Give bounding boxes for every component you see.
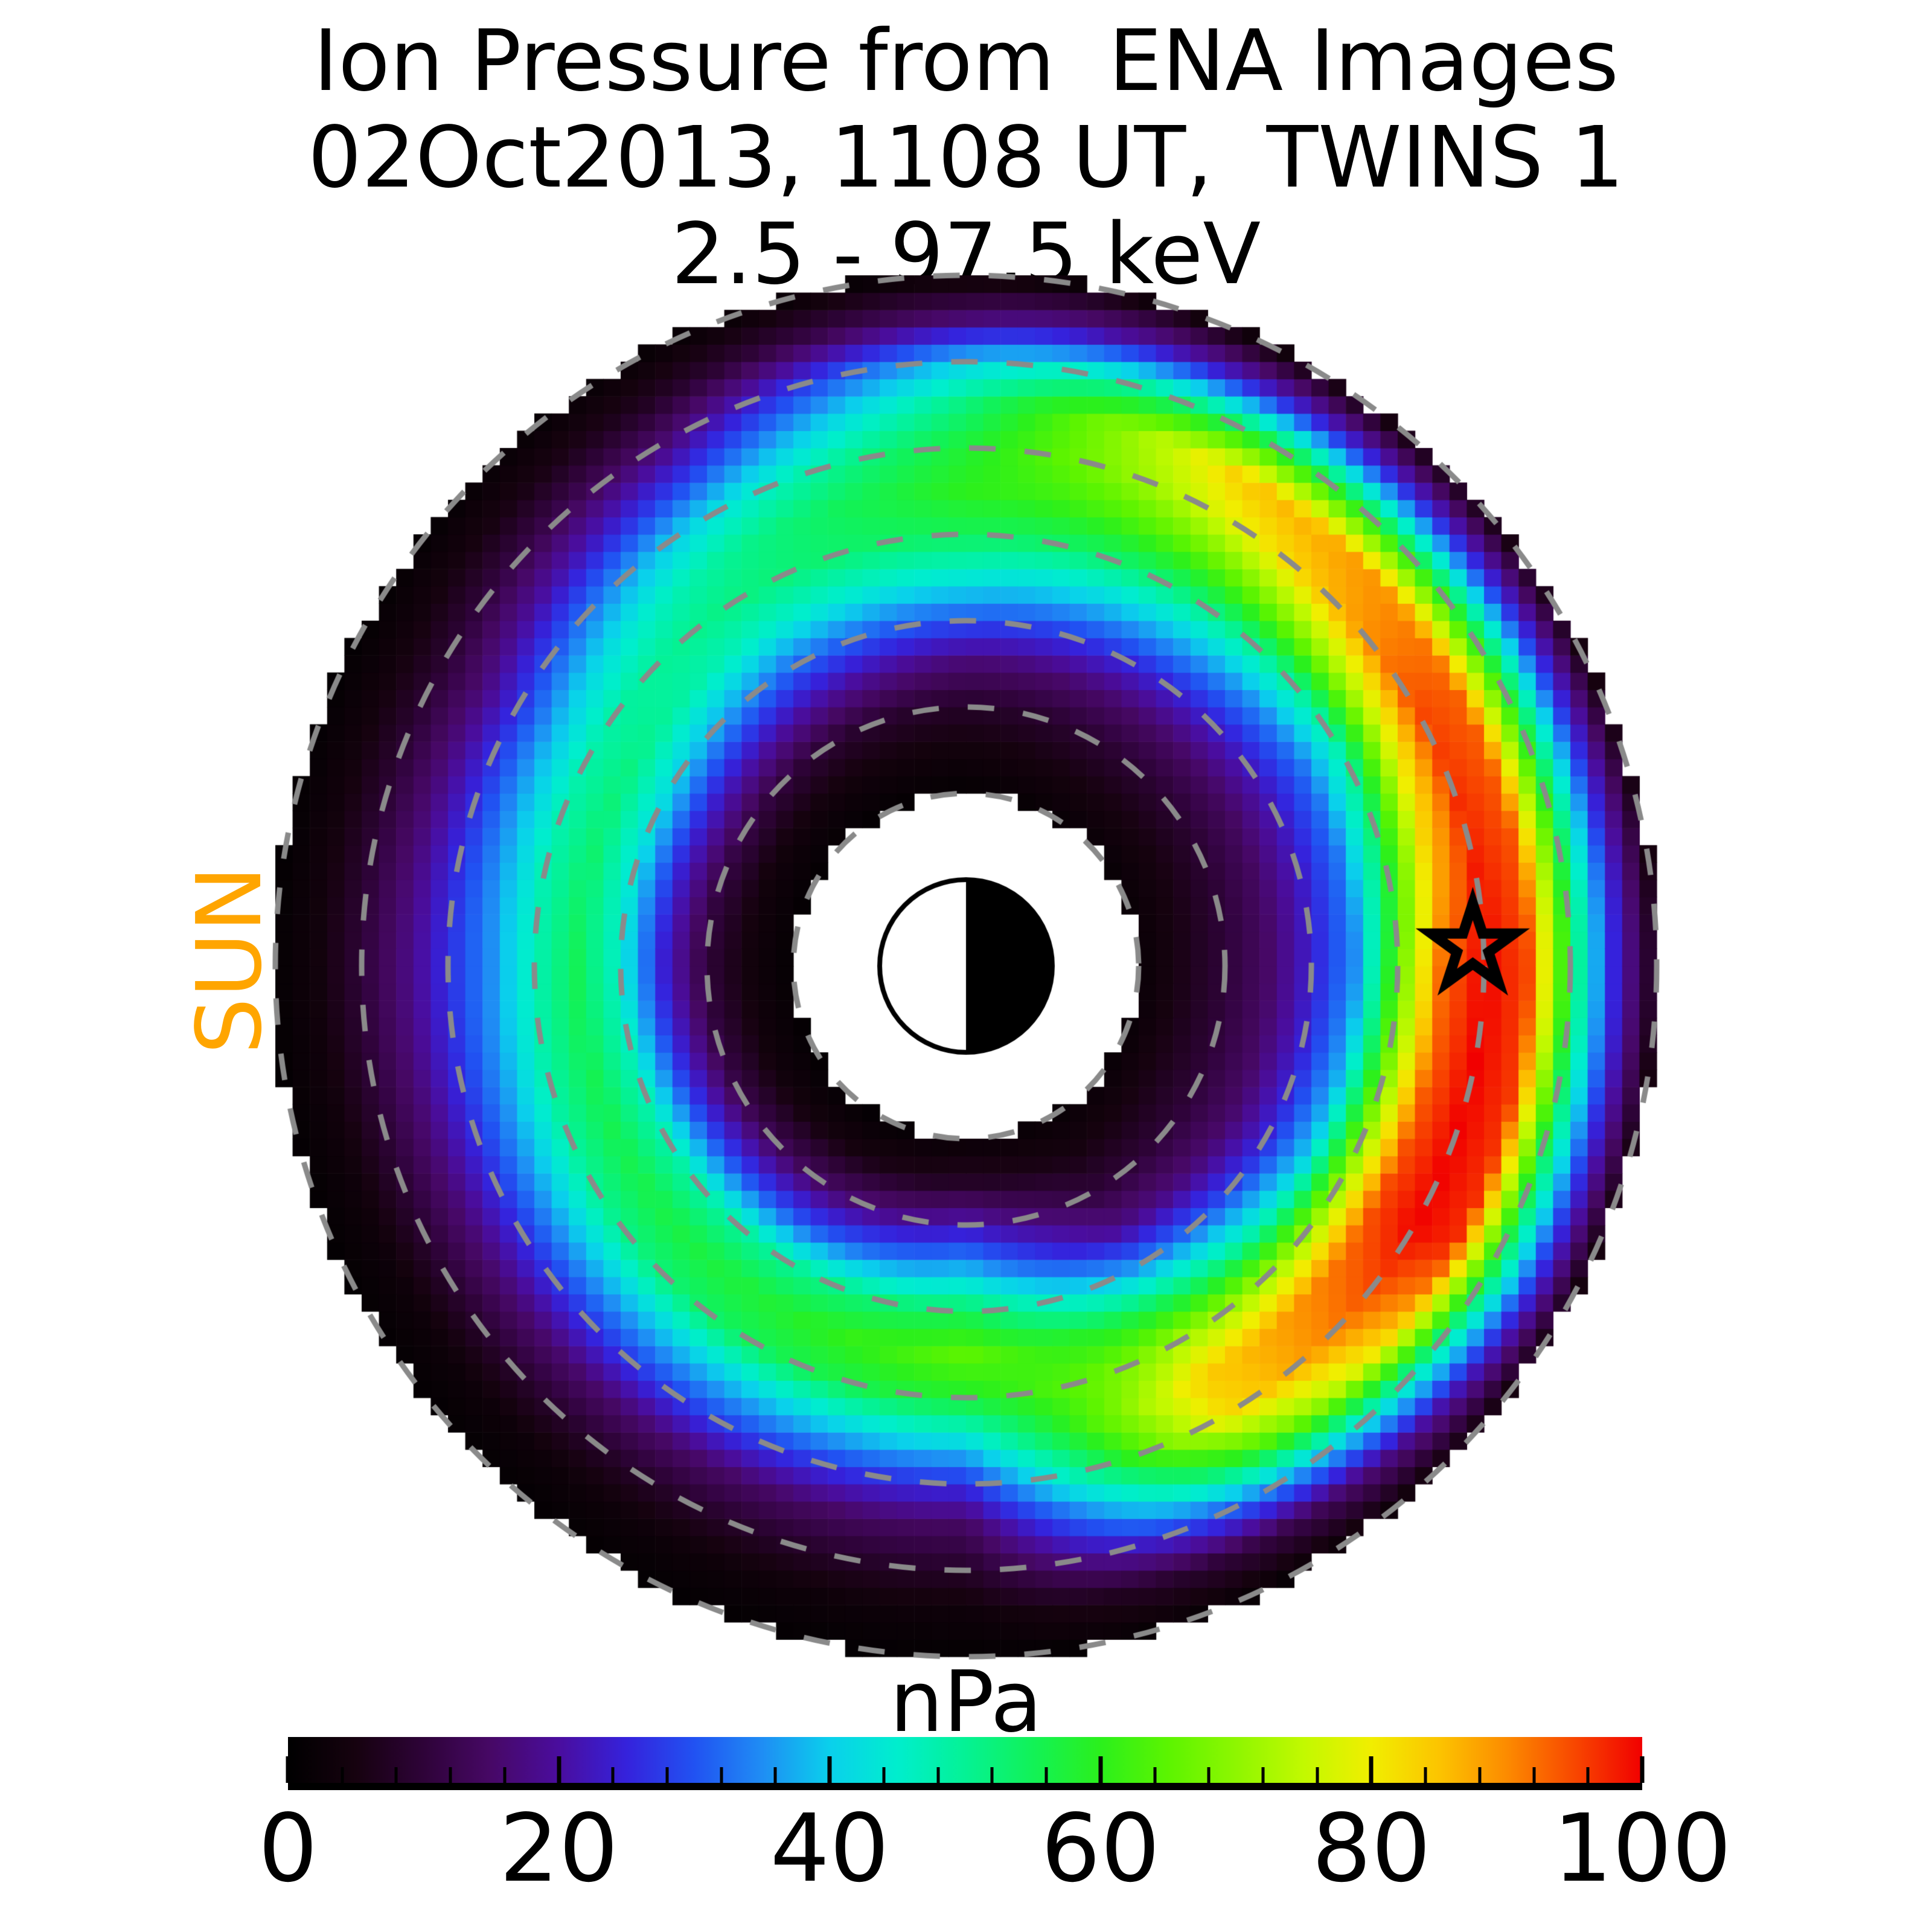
colorbar-tick xyxy=(1532,1767,1536,1783)
colorbar-tick-label: 40 xyxy=(770,1794,889,1903)
colorbar-tick xyxy=(394,1767,398,1783)
colorbar-unit-label: nPa xyxy=(889,1653,1043,1751)
colorbar-tick xyxy=(936,1767,940,1783)
colorbar-tick xyxy=(773,1767,777,1783)
colorbar-tick xyxy=(1478,1767,1482,1783)
colorbar-tick xyxy=(882,1767,886,1783)
colorbar-tick xyxy=(1640,1756,1645,1783)
colorbar-tick xyxy=(611,1767,615,1783)
colorbar-tick xyxy=(827,1756,832,1783)
colorbar-tick xyxy=(990,1767,994,1783)
colorbar-tick xyxy=(1586,1767,1590,1783)
colorbar-gradient xyxy=(288,1737,1642,1783)
colorbar-tick xyxy=(1153,1767,1157,1783)
colorbar-tick xyxy=(503,1767,507,1783)
colorbar-tick-label: 20 xyxy=(499,1794,619,1903)
colorbar-tick xyxy=(557,1756,561,1783)
colorbar-tick xyxy=(449,1767,452,1783)
colorbar xyxy=(286,1737,1645,1790)
colorbar-tick-label: 60 xyxy=(1041,1794,1160,1903)
colorbar-tick xyxy=(1316,1767,1319,1783)
colorbar-tick xyxy=(1098,1756,1103,1783)
colorbar-tick xyxy=(665,1767,669,1783)
colorbar-tick xyxy=(1261,1767,1265,1783)
colorbar-tick xyxy=(1207,1767,1211,1783)
colorbar-tick xyxy=(1369,1756,1374,1783)
colorbar-tick xyxy=(720,1767,723,1783)
colorbar-tick xyxy=(286,1756,290,1783)
colorbar-tick-label: 80 xyxy=(1311,1794,1431,1903)
plot-title-line1: Ion Pressure from ENA Images xyxy=(313,12,1619,110)
colorbar-tick xyxy=(1044,1767,1048,1783)
colorbar-tick-label: 100 xyxy=(1553,1794,1732,1903)
colorbar-tick xyxy=(1424,1767,1427,1783)
colorbar-tick-label: 0 xyxy=(258,1794,318,1903)
plot-title-line2: 02Oct2013, 1108 UT, TWINS 1 xyxy=(307,109,1625,207)
colorbar-tick xyxy=(341,1767,344,1783)
ion-pressure-heatmap-canvas xyxy=(229,229,1703,1703)
